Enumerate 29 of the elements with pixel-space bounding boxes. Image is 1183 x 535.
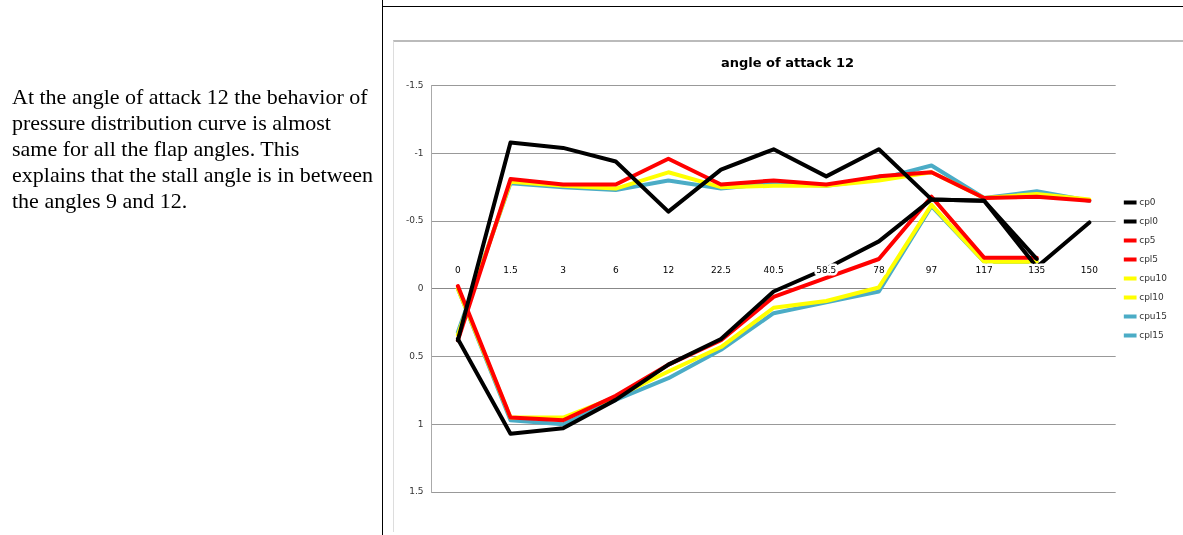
y-tick-label: 0.5: [409, 350, 424, 361]
text: At the angle of attack 12 the behavior of pressure distribution curve is almost same for all the flap angles. This explains that the stall angle is in between the angles 9 and 12.: [12, 84, 374, 214]
x-tick-label: 117: [975, 265, 993, 276]
y-tick-label: 1.5: [409, 486, 424, 497]
legend-label: cpl5: [1139, 253, 1159, 264]
x-tick-label: 1.5: [503, 265, 518, 276]
x-tick-label: 78: [873, 265, 885, 276]
legend-label: cpu10: [1139, 272, 1168, 283]
x-tick-label: 40.5: [763, 265, 784, 276]
legend-label: cpl10: [1139, 291, 1165, 302]
y-tick-label: -1.5: [406, 79, 424, 90]
x-tick-label: 6: [612, 265, 619, 276]
x-tick-label: 3: [560, 265, 566, 276]
legend-label: cp5: [1139, 234, 1156, 245]
legend-label: cpu15: [1139, 310, 1168, 321]
legend-label: cp0: [1139, 196, 1156, 207]
x-tick-label: 0: [455, 265, 462, 276]
y-tick-label: 0: [417, 283, 424, 294]
x-tick-label: 97: [925, 265, 938, 276]
legend-label: cpl0: [1139, 215, 1159, 226]
x-tick-label: 150: [1080, 265, 1099, 276]
y-tick-label: -0.5: [406, 215, 424, 226]
x-tick-label: 22.5: [710, 265, 732, 276]
y-tick-label: 1: [417, 418, 424, 429]
chart-title: angle of attack 12: [720, 55, 855, 71]
legend-label: cpl15: [1139, 329, 1164, 340]
x-tick-label: 135: [1028, 265, 1046, 276]
x-tick-label: 12: [662, 265, 675, 276]
y-tick-label: -1: [414, 147, 424, 158]
